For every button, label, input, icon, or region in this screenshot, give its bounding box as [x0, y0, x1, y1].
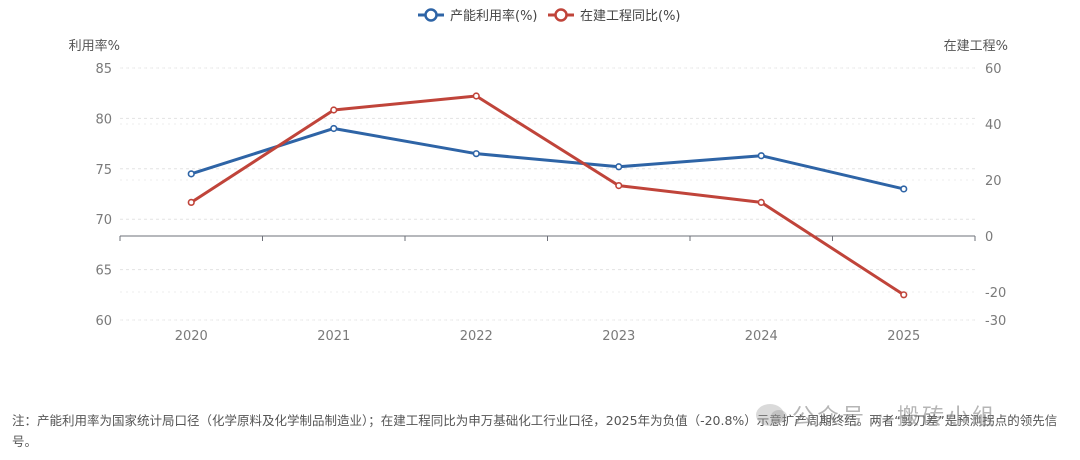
- series-1: [187, 124, 908, 193]
- data-point: [900, 291, 908, 299]
- left-axis-tick-label: 80: [95, 112, 112, 127]
- data-point: [187, 170, 195, 178]
- legend-marker-icon: [424, 8, 438, 22]
- left-axis-tick-label: 75: [95, 163, 112, 178]
- left-axis-tick-label: 60: [95, 314, 112, 329]
- right-axis-tick-label: 0: [985, 230, 993, 245]
- legend-item[interactable]: 在建工程同比(%): [548, 8, 681, 24]
- data-point: [330, 106, 338, 114]
- series-line: [190, 94, 905, 297]
- data-point: [330, 124, 338, 133]
- line-chart: 85 80 75 70 65 60 60 40 20 0 -20 -30 利用率% 在建工程% 2020 20…: [69, 8, 1008, 344]
- x-axis-tick-label: 2023: [602, 329, 635, 344]
- chart-area: 85 80 75 70 65 60 60 40 20 0 -20 -30 利用率% 在建工程% 2020 20…: [69, 8, 1008, 344]
- x-axis-tick-label: 2024: [745, 329, 778, 344]
- series-layer: [187, 92, 908, 299]
- legend-marker-icon: [554, 8, 568, 22]
- left-axis-name: 利用率%: [69, 38, 120, 54]
- x-axis-tick-label: 2025: [887, 329, 920, 344]
- chart-footnote: 注：产能利用率为国家统计局口径（化学原料及化学制品制造业）；在建工程同比为申万基…: [12, 413, 1058, 449]
- data-point: [615, 182, 623, 190]
- data-point: [615, 163, 623, 171]
- legend-label: 在建工程同比(%): [580, 9, 681, 24]
- left-axis-tick-label: 70: [95, 213, 112, 228]
- data-point: [757, 152, 765, 160]
- x-axis-tick-label: 2020: [175, 329, 208, 344]
- axes: 85 80 75 70 65 60 60 40 20 0 -20 -30 利用率% 在建工程% 2020 20…: [69, 38, 1008, 344]
- legend[interactable]: 产能利用率(%) 在建工程同比(%): [418, 8, 681, 24]
- data-point: [187, 198, 195, 206]
- series-line: [190, 126, 905, 191]
- x-axis-tick-label: 2022: [460, 329, 493, 344]
- grid-lines: [120, 67, 975, 321]
- legend-label: 产能利用率(%): [450, 8, 538, 24]
- left-axis-tick-label: 65: [95, 264, 112, 279]
- right-axis-tick-label: 40: [985, 118, 1002, 133]
- right-axis-tick-label: -30: [985, 314, 1006, 329]
- right-axis-tick-label: 20: [985, 174, 1002, 189]
- right-axis-tick-label: 60: [985, 62, 1002, 77]
- left-axis-tick-label: 85: [95, 62, 112, 77]
- series-2: [187, 92, 908, 299]
- right-axis-tick-label: -20: [985, 286, 1006, 301]
- data-point: [472, 92, 480, 100]
- data-point: [472, 150, 480, 158]
- right-axis-name: 在建工程%: [944, 39, 1008, 54]
- data-point: [900, 185, 908, 193]
- x-axis-tick-label: 2021: [317, 329, 350, 344]
- legend-item[interactable]: 产能利用率(%): [418, 8, 538, 24]
- data-point: [757, 198, 765, 206]
